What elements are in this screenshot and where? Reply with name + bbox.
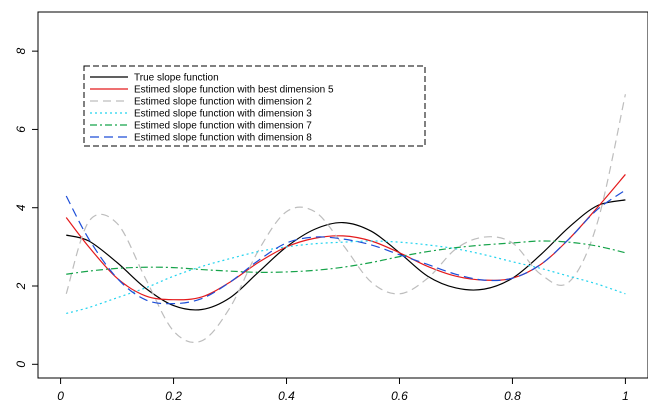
series-line-5 <box>66 240 626 275</box>
y-tick-label: 8 <box>14 47 28 54</box>
y-tick-label: 2 <box>14 282 28 290</box>
series-line-3 <box>65 94 626 344</box>
x-tick-label: 0.6 <box>391 389 408 403</box>
legend-label-6: Estimed slope function with dimension 8 <box>134 133 312 144</box>
series-line-1 <box>66 199 626 311</box>
y-tick-label: 0 <box>14 361 28 368</box>
legend-label-3: Estimed slope function with dimension 2 <box>134 97 312 108</box>
x-tick-label: 0.4 <box>278 389 295 403</box>
legend-label-5: Estimed slope function with dimension 7 <box>134 121 312 132</box>
legend-label-4: Estimed slope function with dimension 3 <box>134 109 312 120</box>
series-curves <box>65 94 626 344</box>
y-tick-label: 4 <box>14 204 28 211</box>
legend-label-2: Estimed slope function with best dimensi… <box>134 85 334 96</box>
legend-label-1: True slope function <box>134 73 219 84</box>
legend-box <box>83 65 426 147</box>
series-line-6 <box>65 189 626 305</box>
series-line-2 <box>65 174 626 301</box>
plot-frame <box>37 11 648 379</box>
x-tick-label: 1 <box>622 389 629 403</box>
axes: 0 0.2 0.4 0.6 0.8 1 0 2 4 6 8 <box>14 47 629 403</box>
series-line-4 <box>66 240 626 314</box>
x-tick-label: 0 <box>57 389 64 403</box>
x-tick-label: 0.2 <box>165 389 182 403</box>
y-tick-label: 6 <box>14 126 28 133</box>
x-tick-label: 0.8 <box>504 389 521 403</box>
